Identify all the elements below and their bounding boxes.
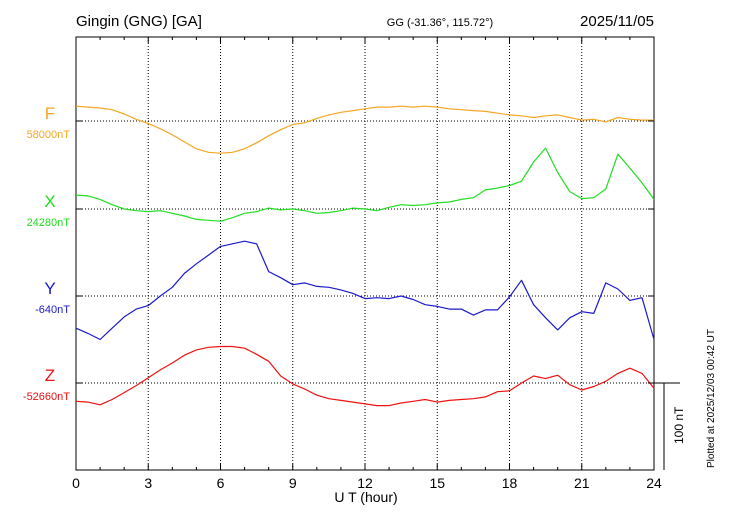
- station-title: Gingin (GNG) [GA]: [76, 13, 202, 30]
- series-f: F 58000nT: [27, 104, 654, 154]
- series-line-x: [75, 147, 655, 222]
- scale-bar-label: 100 nT: [672, 406, 686, 444]
- series-group: F 58000nT X 24280nT Y -640nT Z -52660nT: [23, 104, 655, 407]
- station-coords: GG (-31.36°, 115.72°): [387, 17, 493, 29]
- plotted-note: Plotted at 2025/12/03 00:42 UT: [706, 329, 717, 468]
- series-line-y: [75, 240, 655, 341]
- series-baseline-label: 58000nT: [27, 129, 71, 141]
- x-tick-label: 6: [217, 475, 225, 491]
- x-tick-label: 12: [357, 475, 373, 491]
- grid: [76, 37, 654, 470]
- date-label: 2025/11/05: [580, 13, 654, 30]
- x-tick-label: 18: [502, 475, 518, 491]
- scale-bar: 100 nT: [654, 382, 686, 470]
- x-axis-label: U T (hour): [334, 489, 397, 505]
- x-tick-label: 3: [144, 475, 152, 491]
- x-axis-ticks: 0 3 6 9 15 18 21 24 12: [72, 37, 662, 491]
- series-name-label: Y: [44, 279, 55, 298]
- x-tick-label: 24: [646, 475, 662, 491]
- series-baseline-label: 24280nT: [27, 217, 71, 229]
- series-name-label: F: [45, 104, 55, 123]
- series-line-z: [75, 345, 655, 407]
- x-tick-label: 9: [289, 475, 297, 491]
- series-x: X 24280nT: [27, 147, 655, 229]
- series-y: Y -640nT: [35, 240, 655, 341]
- x-tick-label: 15: [429, 475, 445, 491]
- series-baseline-label: -640nT: [35, 304, 70, 316]
- series-name-label: X: [44, 192, 55, 211]
- series-line-f: [75, 105, 654, 154]
- x-tick-label: 21: [574, 475, 590, 491]
- series-name-label: Z: [45, 366, 55, 385]
- x-tick-label: 0: [72, 475, 80, 491]
- series-baseline-label: -52660nT: [23, 391, 70, 403]
- series-z: Z -52660nT: [23, 345, 655, 407]
